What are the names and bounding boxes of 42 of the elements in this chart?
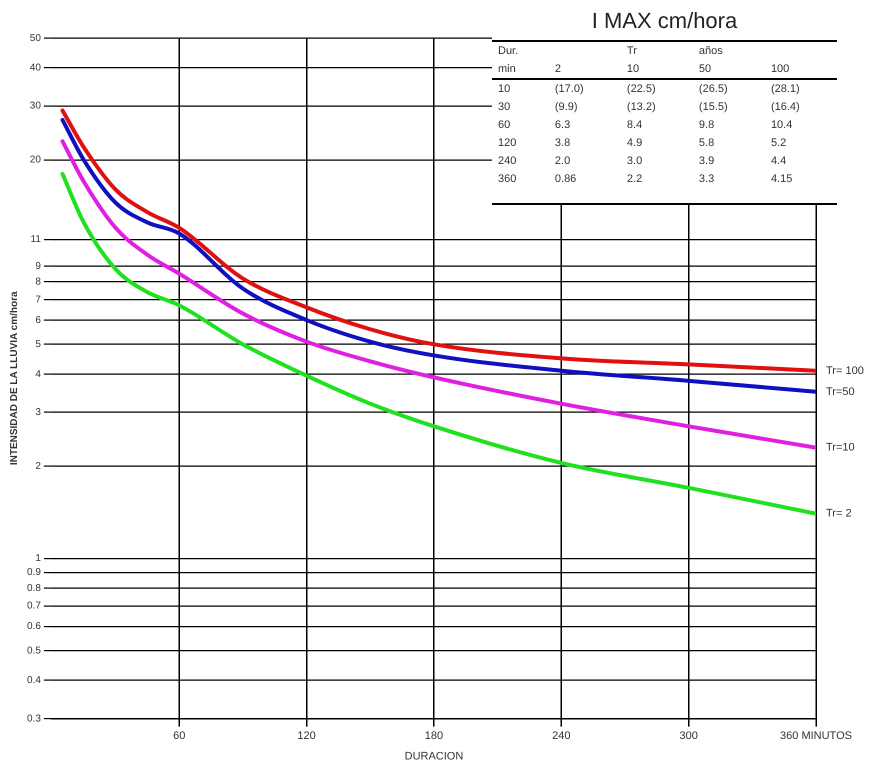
chart-title: I MAX cm/hora	[590, 8, 738, 34]
y-tick-label: 0.3	[26, 713, 42, 724]
y-tick-label: 50	[30, 32, 42, 44]
text: 240 2.0 3.0 3.9 4.4	[498, 155, 786, 167]
text: 120 3.8 4.9 5.8 5.2	[498, 137, 786, 149]
series-label: Tr= 100	[826, 364, 864, 377]
y-tick-label: 5	[35, 339, 42, 350]
y-tick-label: 11	[30, 234, 42, 246]
x-axis-title: DURACION	[404, 750, 464, 762]
y-tick-label: 1	[35, 553, 42, 564]
text: min 2 10 50 100	[498, 63, 790, 75]
x-tick-label: 120	[297, 730, 316, 742]
y-tick-label: 0.5	[26, 645, 42, 656]
y-tick-label: 7	[35, 294, 42, 306]
x-tick-label: 240	[552, 730, 570, 742]
text: 10 (17.0) (22.5) (26.5) (28.1)	[498, 83, 800, 95]
x-tick-label: 180	[424, 730, 444, 742]
y-tick-label: 0.8	[26, 582, 42, 594]
y-tick-label: 20	[30, 154, 42, 166]
y-tick-label: 2	[35, 460, 42, 472]
y-tick-label: 9	[35, 260, 42, 272]
y-tick-label: 4	[35, 368, 42, 380]
text: 60 6.3 8.4 9.8 10.4	[498, 119, 792, 131]
series-label: Tr=10	[826, 442, 855, 454]
y-tick-label: 0.4	[26, 675, 42, 686]
text: Dur. Tr años	[498, 45, 723, 57]
y-tick-label: 30	[30, 100, 42, 112]
series-label: Tr=50	[826, 386, 855, 398]
y-axis-title: INTENSIDAD DE LA LLUVIA cm/hora	[8, 291, 20, 466]
y-tick-label: 0.9	[26, 567, 42, 578]
series-label: Tr= 2	[826, 508, 852, 520]
y-tick-label: 40	[30, 62, 42, 74]
x-tick-label: 300	[679, 730, 698, 742]
y-tick-label: 6	[35, 314, 42, 326]
text: 30 (9.9) (13.2) (15.5) (16.4)	[498, 101, 800, 113]
x-tick-label: 60	[173, 730, 186, 742]
text: 360 0.86 2.2 3.3 4.15	[498, 173, 792, 185]
x-tick-label: 360 MINUTOS	[780, 730, 852, 742]
y-tick-label: 0.7	[26, 600, 42, 612]
y-tick-label: 8	[35, 276, 42, 288]
y-tick-label: 3	[35, 407, 42, 418]
y-tick-label: 0.6	[26, 621, 42, 632]
